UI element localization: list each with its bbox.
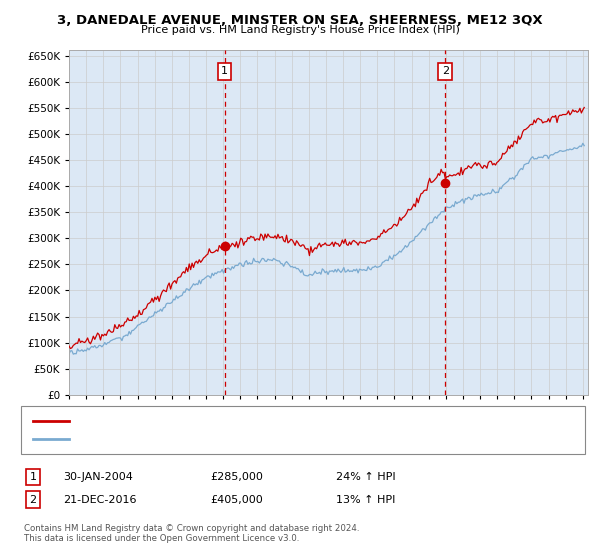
- Text: 13% ↑ HPI: 13% ↑ HPI: [336, 494, 395, 505]
- Text: Contains HM Land Registry data © Crown copyright and database right 2024.
This d: Contains HM Land Registry data © Crown c…: [24, 524, 359, 543]
- Text: 2: 2: [442, 66, 449, 76]
- Text: 30-JAN-2004: 30-JAN-2004: [63, 472, 133, 482]
- Text: HPI: Average price, detached house, Swale: HPI: Average price, detached house, Swal…: [75, 435, 279, 444]
- Text: 24% ↑ HPI: 24% ↑ HPI: [336, 472, 395, 482]
- Text: 1: 1: [29, 472, 37, 482]
- Text: 2: 2: [29, 494, 37, 505]
- Text: 1: 1: [221, 66, 228, 76]
- Text: 21-DEC-2016: 21-DEC-2016: [63, 494, 137, 505]
- Text: Price paid vs. HM Land Registry's House Price Index (HPI): Price paid vs. HM Land Registry's House …: [140, 25, 460, 35]
- Text: £405,000: £405,000: [210, 494, 263, 505]
- Text: 3, DANEDALE AVENUE, MINSTER ON SEA, SHEERNESS, ME12 3QX (detached house): 3, DANEDALE AVENUE, MINSTER ON SEA, SHEE…: [75, 416, 470, 425]
- Text: £285,000: £285,000: [210, 472, 263, 482]
- Text: 3, DANEDALE AVENUE, MINSTER ON SEA, SHEERNESS, ME12 3QX: 3, DANEDALE AVENUE, MINSTER ON SEA, SHEE…: [57, 14, 543, 27]
